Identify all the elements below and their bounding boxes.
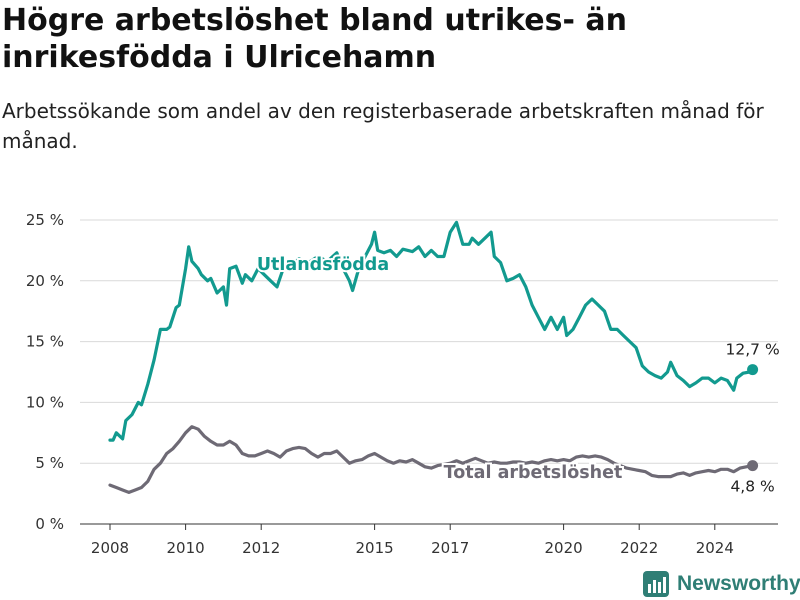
chart-title: Högre arbetslöshet bland utrikes- än inr… (2, 3, 627, 75)
x-tick-label: 2017 (431, 539, 469, 557)
series-line-total (108, 425, 755, 494)
y-tick-label: 0 % (35, 515, 64, 533)
end-dot-total (747, 460, 759, 472)
brand-name: Newsworthy (677, 572, 800, 595)
y-tick-label: 25 % (26, 211, 64, 229)
end-dot-utlandsfodda (747, 364, 759, 376)
x-tick-label: 2010 (167, 539, 205, 557)
y-tick-label: 15 % (26, 333, 64, 351)
x-tick-label: 2022 (620, 539, 658, 557)
end-label-utlandsfodda: 12,7 % (726, 341, 780, 359)
end-label-total: 4,8 % (730, 478, 774, 496)
newsworthy-logo-icon (643, 571, 669, 597)
y-tick-label: 20 % (26, 272, 64, 290)
x-tick-label: 2012 (242, 539, 280, 557)
series-label-total: Total arbetslöshet (444, 463, 623, 483)
chart-subtitle: Arbetssökande som andel av den registerb… (2, 99, 764, 153)
x-tick-label: 2024 (696, 539, 734, 557)
x-tick-label: 2020 (545, 539, 583, 557)
x-tick-label: 2008 (91, 539, 129, 557)
series-label-utlandsfodda: Utlandsfödda (257, 255, 389, 275)
y-tick-label: 5 % (35, 454, 64, 472)
series-line-utlandsfodda (108, 220, 755, 442)
x-tick-label: 2015 (356, 539, 394, 557)
y-tick-label: 10 % (26, 393, 64, 411)
brand-logo: Newsworthy (643, 569, 800, 599)
